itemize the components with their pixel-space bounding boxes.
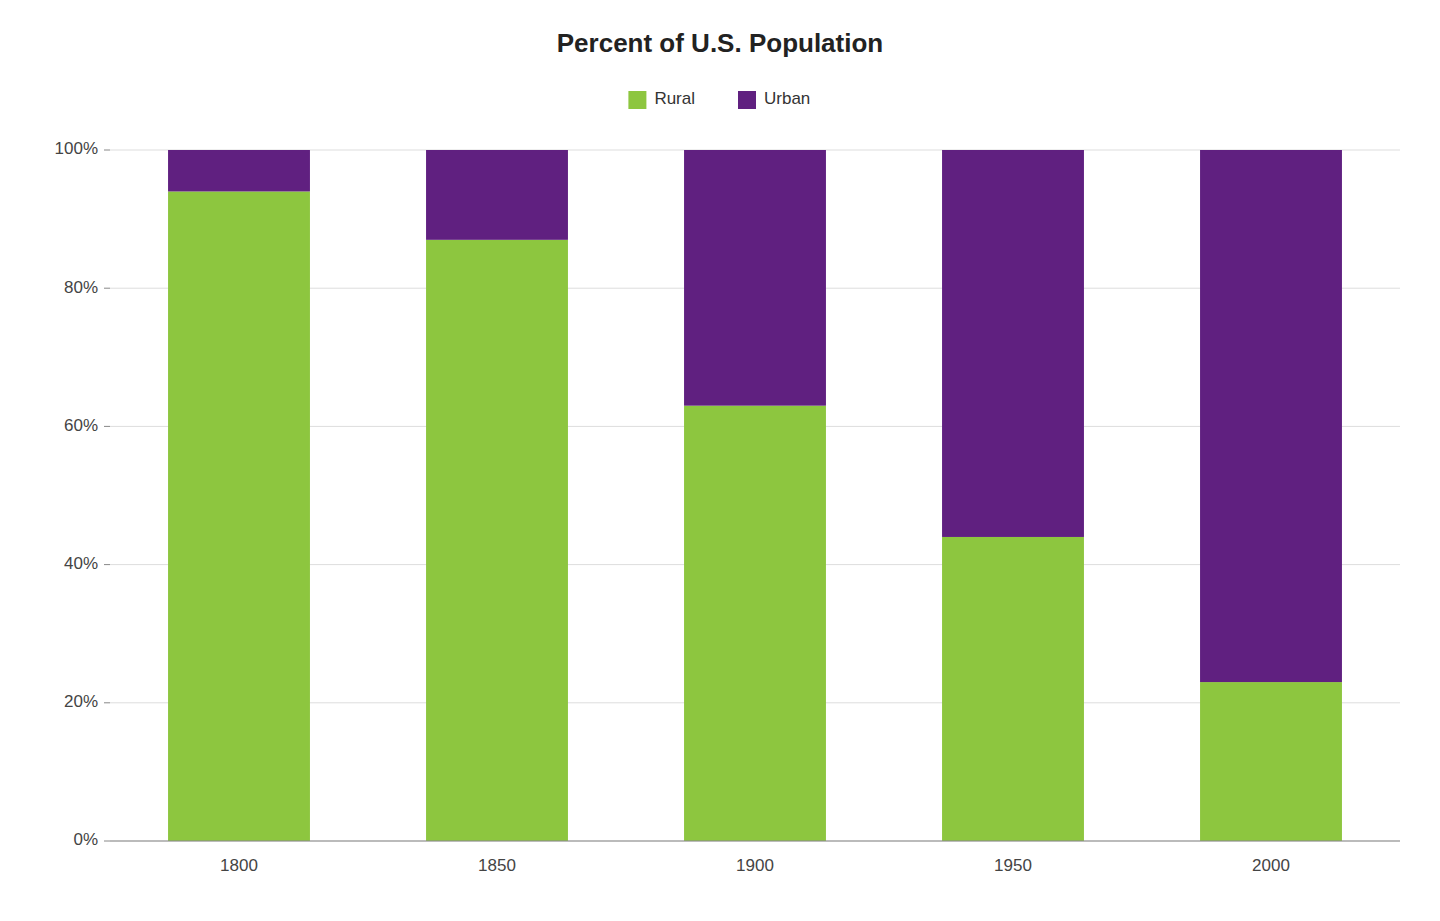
bar [684,406,826,841]
bar [426,150,568,240]
grid [110,150,1400,841]
bar [942,537,1084,841]
tick-label: 80% [64,278,98,297]
tick-label: 1900 [736,856,774,875]
tick-label: 60% [64,416,98,435]
tick-mark [104,841,110,842]
bar [684,150,826,406]
legend-swatch [738,91,756,109]
title: Percent of U.S. Population [557,28,883,58]
chart: Percent of U.S. Population 0% 20% 40% 60% 80%… [0,0,1440,921]
tick-label: 40% [64,554,98,573]
tick-label: 0% [73,830,98,849]
tick-label: 1850 [478,856,516,875]
bar [168,191,310,841]
tick-mark [104,426,110,427]
tick-mark [104,288,110,289]
tick-mark [104,702,110,703]
tick-label: 20% [64,692,98,711]
tick-label: 100% [55,139,98,158]
legend-label: Urban [764,89,810,108]
legend-label: Rural [654,89,695,108]
x-axis: 1800 1850 1900 1950 2000 [110,841,1400,875]
tick-label: 2000 [1252,856,1290,875]
bar [1200,150,1342,682]
legend: Rural Urban [628,89,810,109]
bar [942,150,1084,537]
bar [168,150,310,191]
bar [1200,682,1342,841]
tick-label: 1800 [220,856,258,875]
grid-line [110,841,1400,842]
page: {"chart_data": {"type": "bar", "title": … [0,0,1440,921]
tick-mark [104,564,110,565]
tick-label: 1950 [994,856,1032,875]
axis-line [110,841,1400,842]
y-axis: 0% 20% 40% 60% 80% 100% [55,139,110,849]
bar [426,240,568,841]
legend-swatch [628,91,646,109]
bars [168,150,1342,841]
tick-mark [104,150,110,151]
